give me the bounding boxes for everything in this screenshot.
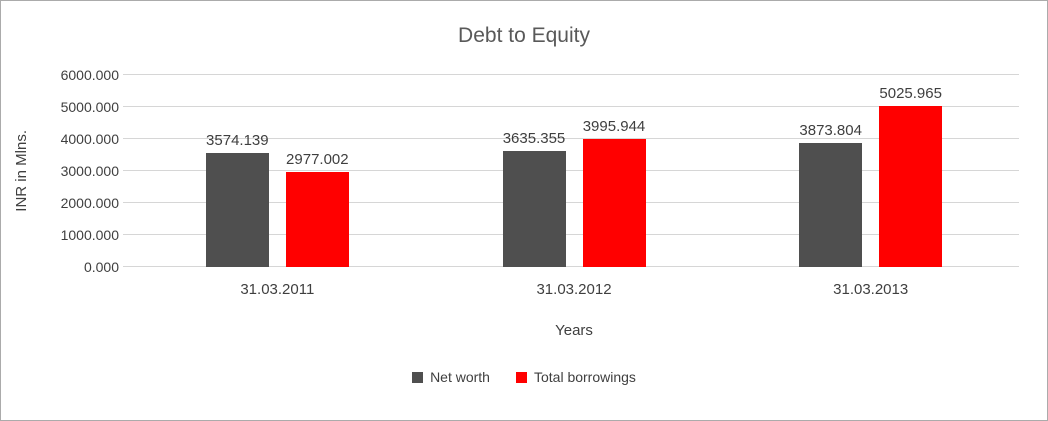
- data-label: 2977.002: [286, 150, 349, 168]
- gridline: [123, 234, 1019, 235]
- chart-plot-region: INR in Mlns. 0.000 1000.000 2000.000 3000.0…: [1, 67, 1047, 275]
- y-axis: 0.000 1000.000 2000.000 3000.000 4000.000 500…: [41, 67, 129, 275]
- bar-total-borrowings: 2977.002: [285, 151, 349, 267]
- chart-title: Debt to Equity: [458, 24, 590, 47]
- bar-net-worth: 3574.139: [205, 132, 269, 267]
- data-label: 3635.355: [502, 129, 566, 147]
- gridline: [123, 170, 1019, 171]
- gridline: [123, 106, 1019, 107]
- gridline: [123, 74, 1019, 75]
- x-category-label: 31.03.2012: [536, 281, 612, 298]
- y-axis-tick-label: 0.000: [83, 259, 119, 275]
- bar-group: 3574.139 2977.002: [129, 75, 426, 267]
- y-axis-title: INR in Mlns.: [1, 75, 41, 267]
- y-axis-tick-label: 2000.000: [60, 195, 119, 211]
- y-axis-tick-label: 1000.000: [60, 227, 119, 243]
- legend: Net worth Total borrowings: [1, 369, 1047, 385]
- legend-item: Net worth: [412, 369, 490, 385]
- gridline: [123, 202, 1019, 203]
- y-axis-tick-label: 3000.000: [60, 163, 119, 179]
- x-category-label: 31.03.2011: [240, 281, 315, 298]
- data-label: 3873.804: [799, 122, 862, 140]
- legend-item: Total borrowings: [515, 369, 636, 385]
- data-label: 5025.965: [879, 85, 942, 103]
- gridline: [123, 266, 1019, 267]
- legend-label: Total borrowings: [533, 369, 636, 385]
- x-category-label: 31.03.2013: [833, 281, 909, 298]
- bar-group: 3635.355 3995.944: [426, 75, 723, 267]
- y-axis-tick-label: 6000.000: [60, 67, 119, 83]
- legend-marker: [515, 371, 527, 383]
- y-axis-title-text: INR in Mlns.: [12, 130, 30, 212]
- legend-marker: [412, 371, 424, 383]
- y-axis-tick-label: 4000.000: [60, 131, 119, 147]
- data-label: 3995.944: [582, 118, 646, 136]
- y-axis-tick-label: 5000.000: [60, 99, 119, 115]
- legend-label: Net worth: [430, 369, 490, 385]
- plot-area: 3574.139 2977.002 3635.355 3995.944 3873.804…: [123, 74, 1019, 267]
- x-axis: 31.03.2011 31.03.2012 31.03.2013: [129, 281, 1019, 298]
- gridline: [123, 138, 1019, 139]
- bar-series: 3574.139 2977.002 3635.355 3995.944 3873.804…: [129, 75, 1019, 267]
- bar-total-borrowings: 5025.965: [879, 85, 943, 267]
- bar-group: 3873.804 5025.965: [722, 75, 1019, 267]
- x-axis-title: Years: [555, 322, 593, 339]
- bar-total-borrowings: 3995.944: [582, 118, 646, 267]
- bar-net-worth: 3873.804: [799, 122, 863, 267]
- data-label: 3574.139: [206, 131, 269, 149]
- bar-net-worth: 3635.355: [502, 130, 566, 267]
